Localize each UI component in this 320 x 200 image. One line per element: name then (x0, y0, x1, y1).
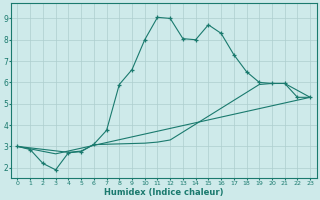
X-axis label: Humidex (Indice chaleur): Humidex (Indice chaleur) (104, 188, 224, 197)
